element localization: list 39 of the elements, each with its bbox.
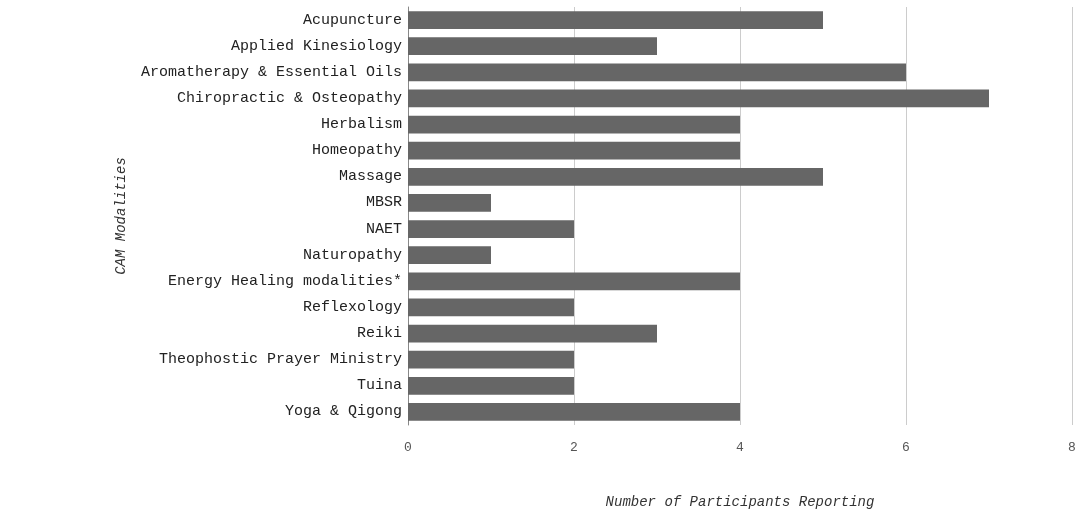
y-tick-label: Chiropractic & Osteopathy	[176, 89, 402, 107]
x-tick-label: 2	[570, 440, 578, 455]
bar	[408, 220, 574, 238]
y-tick-label: Herbalism	[320, 116, 402, 134]
bar	[408, 194, 491, 212]
bar	[408, 37, 657, 56]
bar	[408, 350, 574, 369]
bar	[408, 115, 740, 134]
y-tick-label: Tuina	[356, 377, 402, 395]
y-axis-title: CAM Modalities	[113, 157, 129, 275]
bar	[408, 246, 491, 265]
y-tick-label: Massage	[338, 168, 402, 186]
bar	[408, 324, 657, 343]
bar	[408, 11, 823, 29]
y-tick-label: MBSR	[365, 194, 402, 212]
bar	[408, 298, 574, 317]
y-tick-label: Theophostic Prayer Ministry	[158, 351, 402, 369]
bar	[408, 167, 823, 186]
x-tick-label: 6	[902, 440, 910, 455]
y-tick-label: Energy Healing modalities*	[167, 272, 402, 290]
x-tick-label: 0	[404, 440, 412, 455]
x-tick-label: 4	[736, 440, 745, 455]
y-tick-label: Applied Kinesiology	[230, 37, 402, 55]
bar	[408, 376, 574, 395]
y-tick-label: Naturopathy	[302, 246, 402, 264]
bar	[408, 272, 740, 291]
y-tick-label: Homeopathy	[311, 142, 402, 160]
bar	[408, 403, 740, 421]
x-axis-title: Number of Participants Reporting	[605, 494, 875, 510]
x-tick-label: 8	[1068, 440, 1076, 455]
bar	[408, 63, 906, 82]
y-tick-label: NAET	[365, 220, 402, 238]
y-tick-label: Reflexology	[302, 298, 402, 316]
bar	[408, 141, 740, 160]
y-tick-label: Yoga & Qigong	[284, 403, 402, 421]
bar	[408, 89, 989, 108]
y-tick-label: Aromatherapy & Essential Oils	[140, 63, 402, 81]
y-tick-label: Reiki	[356, 325, 402, 343]
y-tick-label: Acupuncture	[302, 11, 402, 29]
